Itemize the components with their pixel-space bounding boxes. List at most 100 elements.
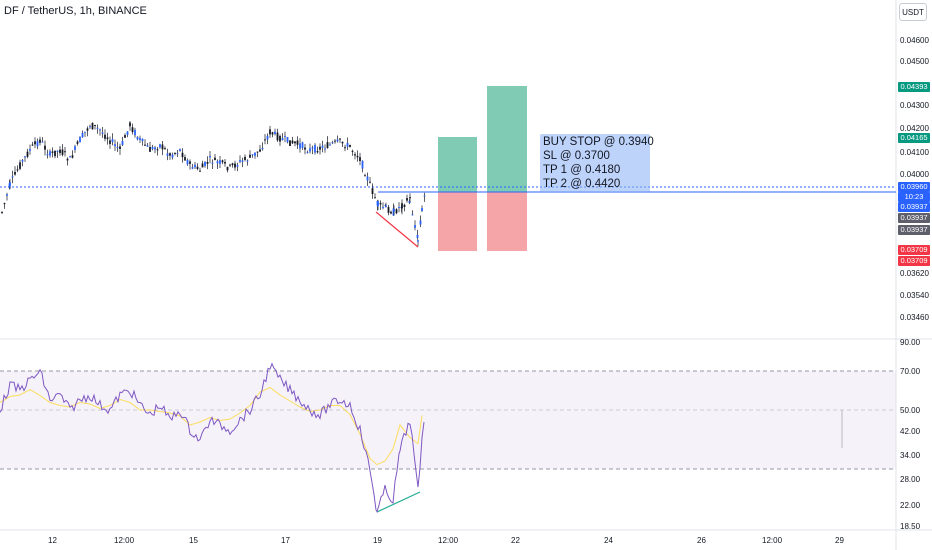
time-axis-label: 29: [835, 536, 844, 545]
candle-body: [221, 160, 224, 163]
candle-body: [104, 134, 106, 139]
candle-body: [124, 135, 126, 138]
candle-body: [49, 151, 51, 156]
price-axis-label: 0.03540: [900, 291, 929, 300]
candle-body: [216, 161, 219, 164]
candle-body: [324, 148, 326, 150]
candle-body: [184, 157, 186, 161]
candle-body: [74, 146, 76, 150]
symbol-title[interactable]: DF / TetherUS, 1h, BINANCE: [4, 5, 147, 17]
candle-body: [289, 140, 291, 146]
candle-body: [408, 200, 411, 204]
candle-body: [326, 142, 329, 149]
time-axis-label: 12:00: [114, 536, 135, 545]
entry-price-tag[interactable]: 0.03937: [898, 202, 930, 212]
candle-body: [379, 202, 382, 205]
candle-body: [114, 144, 116, 147]
candle-body: [206, 161, 209, 164]
candle-body: [398, 206, 400, 208]
candle-body: [226, 166, 229, 171]
candle-body: [219, 160, 221, 164]
candle-body: [59, 149, 61, 153]
candle-body: [387, 207, 390, 213]
candle-body: [9, 182, 11, 187]
candle-body: [421, 208, 423, 211]
time-axis-label: 24: [604, 536, 613, 545]
candle-body: [371, 188, 374, 195]
candle-body: [261, 147, 264, 150]
candle-body: [229, 164, 231, 166]
price-divergence-line[interactable]: [375, 211, 419, 248]
candle-body: [84, 131, 86, 133]
candle-body: [416, 234, 419, 239]
stop-price-tag[interactable]: 0.03709: [898, 245, 930, 255]
time-axis-label: 17: [281, 536, 290, 545]
rsi-ma-line: [0, 386, 423, 466]
candle-body: [26, 151, 29, 157]
tp2-profit-zone[interactable]: [487, 86, 527, 192]
candle-body: [31, 144, 34, 146]
candle-body: [109, 140, 111, 144]
last-price-tag[interactable]: 0.03960: [898, 182, 930, 192]
candle-body: [44, 145, 46, 150]
candle-body: [377, 201, 379, 207]
trade-plan-callout[interactable]: [540, 134, 650, 192]
candle-body: [403, 204, 406, 207]
entry-price-tag[interactable]: 0.03937: [898, 213, 930, 223]
tp1-profit-zone[interactable]: [438, 137, 477, 192]
candle-body: [411, 214, 414, 216]
candle-body: [196, 166, 199, 169]
tp1-loss-zone[interactable]: [438, 192, 477, 251]
stop-loss-text: SL @ 0.3700: [543, 150, 610, 162]
candle-body: [86, 128, 89, 131]
tp2-price-tag[interactable]: 0.04393: [898, 82, 930, 92]
entry-price-tag[interactable]: 0.03937: [898, 225, 930, 235]
candle-body: [6, 194, 8, 196]
time-axis-label: 19: [373, 536, 382, 545]
candle-body: [181, 152, 184, 158]
price-axis-label: 0.04300: [900, 101, 929, 110]
candle-body: [96, 127, 99, 129]
candle-body: [346, 142, 349, 147]
stop-price-tag[interactable]: 0.03709: [898, 256, 930, 266]
rsi-divergence-line[interactable]: [376, 491, 421, 513]
candle-body: [369, 181, 371, 183]
candle-body: [241, 160, 244, 162]
candle-body: [392, 208, 395, 216]
candle-body: [291, 140, 294, 144]
candle-body: [281, 138, 284, 141]
tp2-loss-zone[interactable]: [487, 192, 527, 251]
rsi-axis-label: 50.00: [900, 406, 921, 415]
tp1-price-tag[interactable]: 0.04165: [898, 133, 930, 143]
currency-button[interactable]: USDT: [899, 3, 927, 21]
rsi-axis-label: 28.00: [900, 475, 921, 484]
candle-body: [139, 138, 141, 140]
candle-body: [254, 152, 256, 156]
price-axis-label: 0.03460: [900, 313, 929, 322]
price-axis-label: 0.04000: [900, 170, 929, 179]
candle-body: [244, 156, 246, 160]
candle-body: [366, 176, 369, 181]
candle-body: [331, 142, 334, 144]
candle-body: [99, 129, 101, 131]
candle-body: [166, 153, 169, 156]
candle-body: [179, 149, 181, 151]
candle-body: [406, 198, 408, 201]
candle-body: [64, 151, 66, 153]
candle-body: [390, 211, 392, 214]
candle-body: [14, 171, 16, 175]
candle-body: [39, 139, 41, 143]
candle-body: [204, 161, 206, 166]
candle-body: [134, 129, 136, 136]
countdown-tag: 10:23: [898, 192, 930, 202]
candle-body: [231, 163, 234, 166]
candle-body: [419, 220, 422, 225]
candle-body: [246, 160, 249, 162]
candle-body: [309, 148, 311, 152]
time-axis-label: 22: [511, 536, 520, 545]
price-axis-label: 0.04600: [900, 36, 929, 45]
rsi-line: [0, 362, 425, 513]
candle-body: [119, 146, 121, 149]
candle-body: [417, 240, 419, 242]
